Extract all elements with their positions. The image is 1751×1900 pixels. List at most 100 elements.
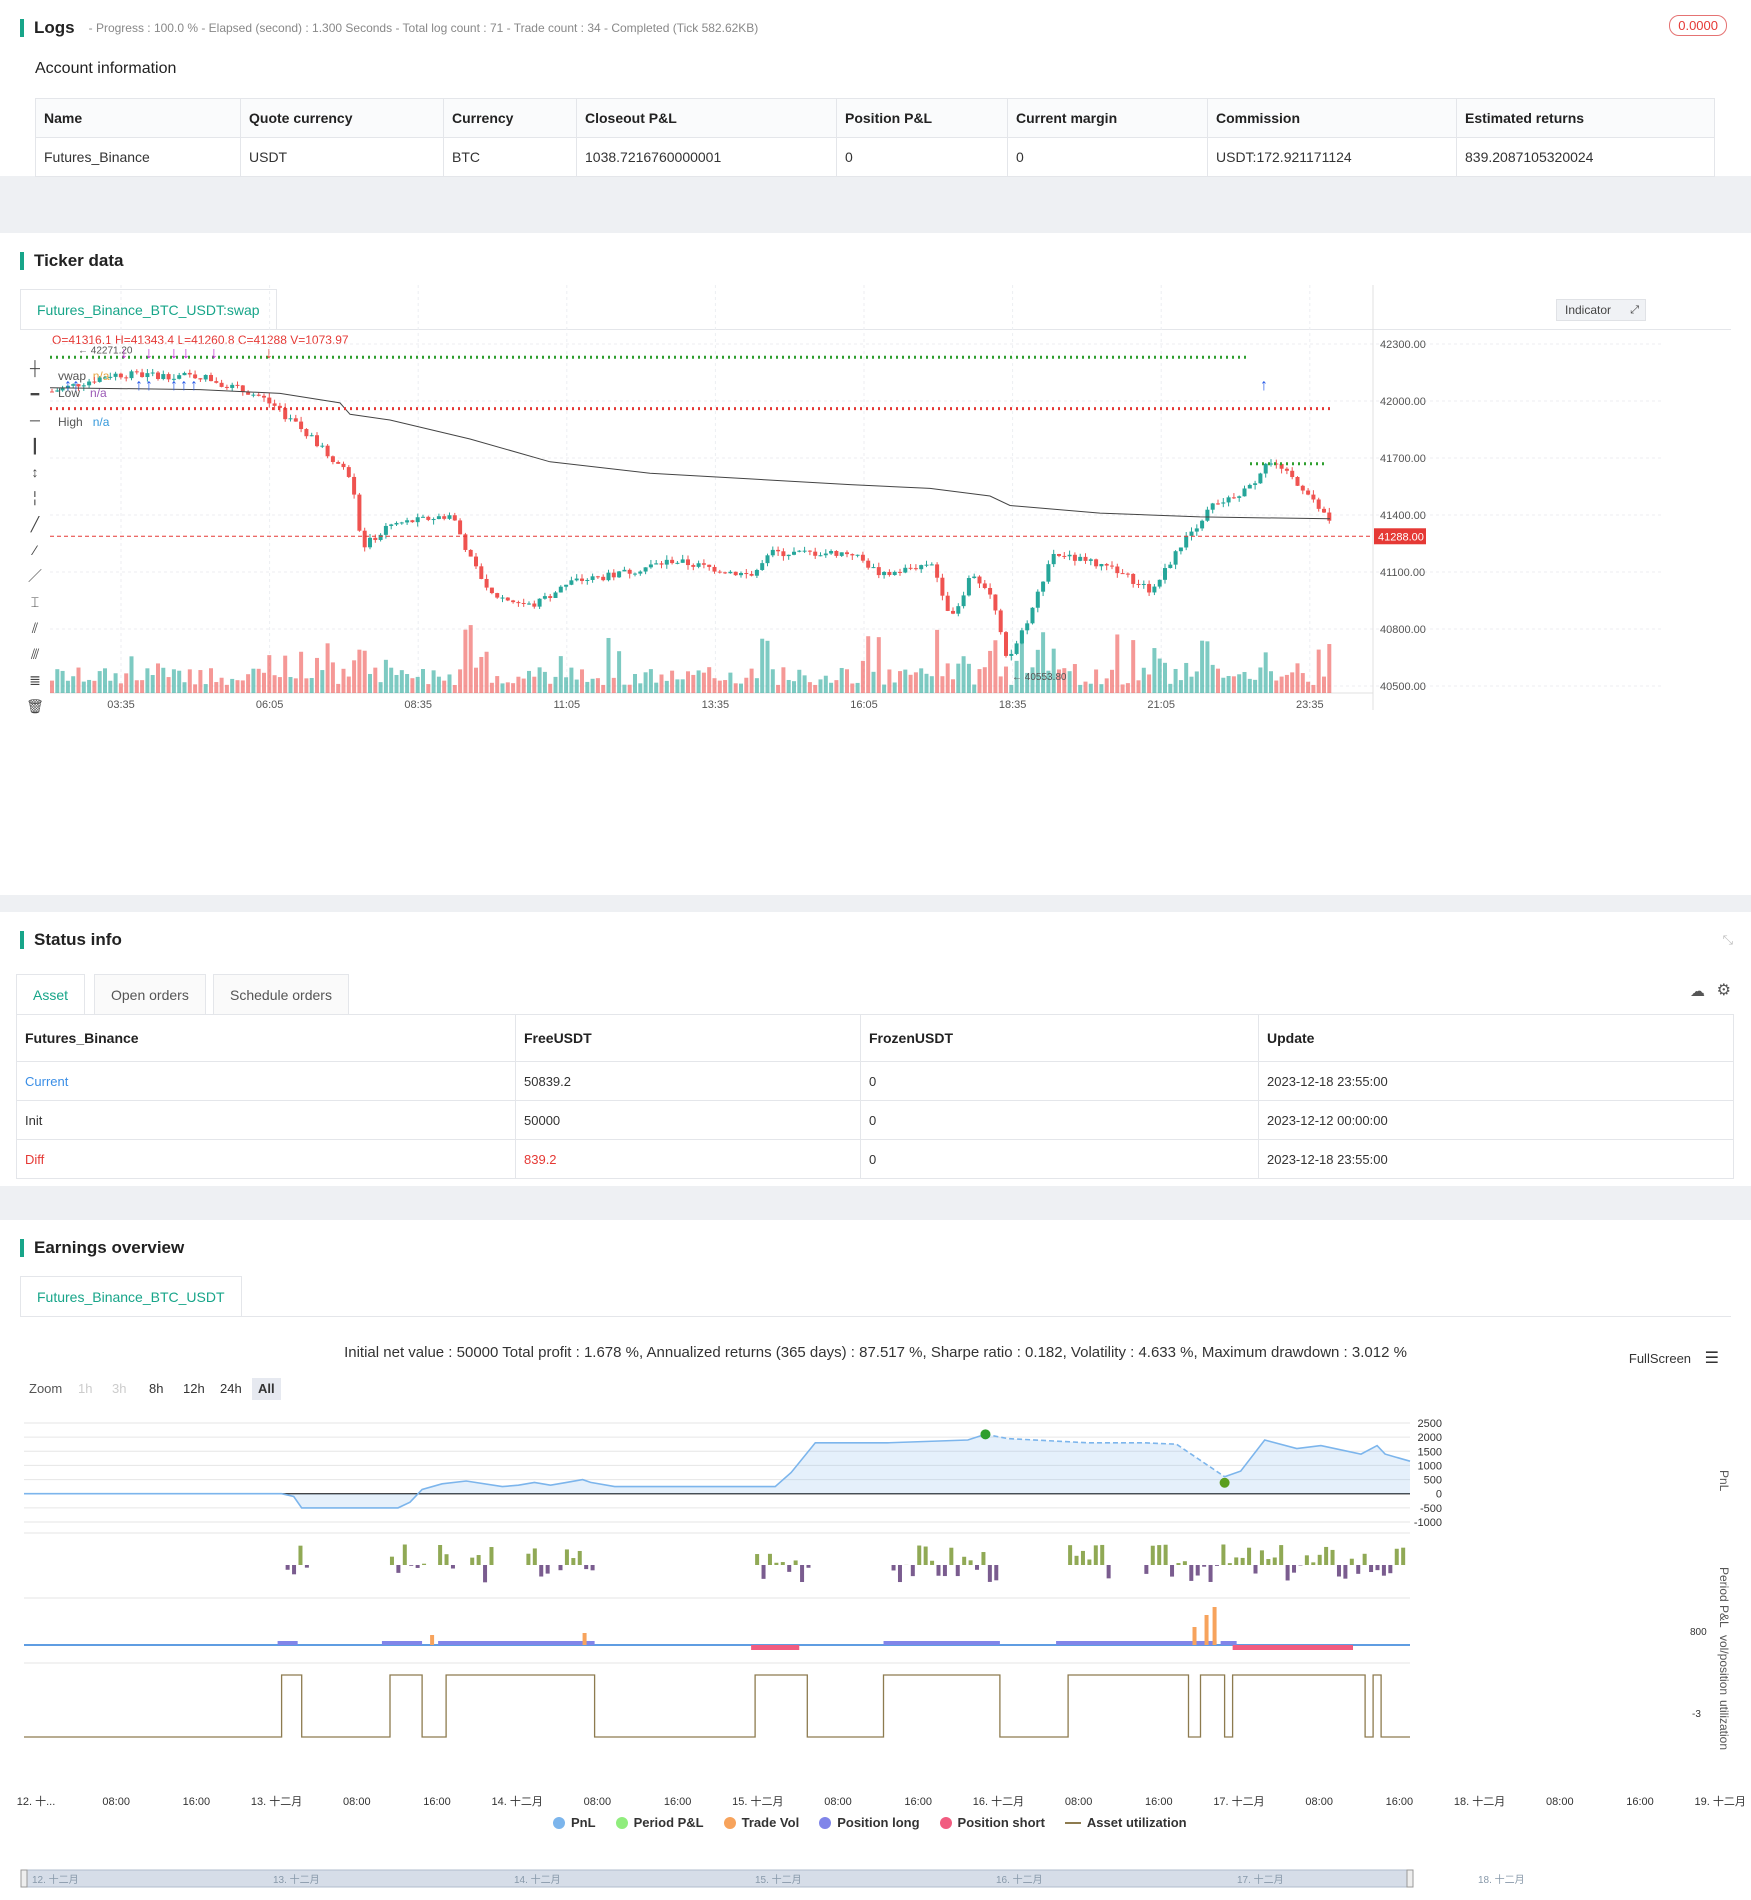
trash-icon[interactable]: 🗑 (26, 698, 44, 714)
position-long-bar (1064, 1641, 1217, 1645)
candle-body (150, 372, 155, 374)
legend-asset-utilization[interactable]: Asset utilization (1064, 1815, 1187, 1830)
volume-bar (1004, 666, 1008, 693)
fib-tool-icon[interactable]: ⫻ (30, 646, 40, 662)
tab-ticker-symbol[interactable]: Futures_Binance_BTC_USDT:swap (20, 289, 277, 329)
exit-arrow: ↓ (182, 345, 190, 362)
candle-body (1231, 497, 1236, 499)
download-icon[interactable]: ☁ (1690, 983, 1705, 1000)
collapse-icon[interactable]: ⤡ (1722, 932, 1733, 947)
tab-open-orders[interactable]: Open orders (94, 974, 206, 1014)
candle-body (898, 571, 902, 573)
horizontal-ray-tool-icon[interactable]: ─ (30, 412, 40, 428)
candle-body (850, 554, 855, 556)
period-pnl-bar (1381, 1565, 1386, 1576)
col-position-pnl: Position P&L (836, 98, 1008, 138)
zoom-3h-button[interactable]: 3h (112, 1381, 127, 1396)
candle-body (1163, 568, 1167, 580)
current-free: 50839.2 (515, 1061, 861, 1101)
candle-body (193, 374, 198, 379)
time-tick-label: 13:35 (702, 699, 730, 711)
col-update: Update (1258, 1014, 1734, 1062)
candle-body (240, 385, 245, 392)
candle-body (1014, 643, 1019, 654)
volume-bar (1067, 671, 1072, 693)
volume-bar (654, 682, 659, 693)
period-axis-name: Period P&L (1717, 1567, 1731, 1628)
volume-bar (129, 656, 134, 693)
period-pnl-bar (1221, 1544, 1226, 1565)
candle-body (988, 587, 993, 595)
volume-bar (521, 678, 526, 693)
horizontal-line-tool-icon[interactable]: ━ (30, 386, 40, 402)
candle-body (1242, 488, 1247, 497)
menu-icon[interactable]: ☰ (1704, 1350, 1719, 1367)
segment-tool-icon[interactable]: ／ (28, 568, 42, 584)
period-pnl-bar (402, 1544, 407, 1565)
volume-bar (1110, 669, 1114, 693)
period-pnl-bar (409, 1565, 414, 1566)
tab-earnings-symbol[interactable]: Futures_Binance_BTC_USDT (20, 1276, 242, 1316)
period-pnl-bar (1375, 1565, 1380, 1571)
volume-bar (749, 668, 754, 693)
asset-row-current: Current 50839.2 0 2023-12-18 23:55:00 (16, 1061, 1734, 1101)
period-pnl-bar (396, 1565, 401, 1573)
earnings-chart[interactable]: 2500 2000 1500 1000 500 0 -500 -1000 PnL Period P… (0, 1405, 1751, 1900)
ray-line-tool-icon[interactable]: ⁄ (33, 542, 37, 558)
time-tick-label: 16:05 (850, 699, 878, 711)
vertical-line-tool-icon[interactable]: ┃ (30, 438, 40, 454)
cell-closeout-pnl: 1038.7216760000001 (576, 137, 837, 177)
legend-position-long[interactable]: Position long (819, 1815, 920, 1830)
volume-bar (686, 671, 690, 693)
candle-body (357, 494, 362, 531)
legend-position-short[interactable]: Position short (939, 1815, 1045, 1830)
volume-bar (1057, 669, 1061, 693)
price-label-tool-icon[interactable]: ⌶ (30, 594, 40, 610)
volume-bar (564, 677, 569, 693)
fullscreen-button[interactable]: FullScreen ☰ (1629, 1348, 1719, 1368)
candle-body (368, 537, 372, 548)
legend-pnl[interactable]: PnL (553, 1815, 596, 1830)
candle-body (1295, 477, 1300, 486)
period-pnl-bar (1336, 1565, 1341, 1577)
legend-period-pnl[interactable]: Period P&L (615, 1815, 704, 1830)
candlestick-chart[interactable]: 42300.00 42000.00 41700.00 41400.00 41100.00… (50, 285, 1730, 727)
legend-asset-utilization-label: Asset utilization (1086, 1815, 1187, 1830)
fib-levels-tool-icon[interactable]: ≣ (29, 672, 41, 688)
vertical-segment-tool-icon[interactable]: ╎ (30, 490, 40, 506)
candle-body (1189, 531, 1194, 536)
time-axis-label: 08:00 (343, 1796, 371, 1808)
zoom-1h-button[interactable]: 1h (78, 1381, 93, 1396)
exit-arrow: ↓ (170, 345, 178, 362)
price-range-tool-icon[interactable]: ↕ (31, 464, 39, 480)
period-pnl-bar (923, 1546, 928, 1565)
settings-icon[interactable]: ⚙ (1716, 982, 1731, 999)
volume-bar (108, 680, 113, 693)
legend-position-long-label: Position long (837, 1815, 920, 1830)
legend-trade-vol[interactable]: Trade Vol (723, 1815, 799, 1830)
crosshair-tool-icon[interactable]: ┼ (30, 360, 40, 376)
tab-asset[interactable]: Asset (16, 974, 86, 1014)
period-pnl-bar (787, 1565, 792, 1572)
zoom-12h-button[interactable]: 12h (183, 1381, 205, 1396)
volume-bar (648, 669, 653, 693)
candle-body (892, 571, 897, 576)
volume-bar (81, 681, 86, 693)
expand-icon[interactable]: ⤢ (1630, 304, 1639, 316)
volume-bar (913, 672, 918, 693)
zoom-8h-button[interactable]: 8h (149, 1381, 164, 1396)
account-table: Name Quote currency Currency Closeout P&… (35, 98, 1715, 177)
volume-bar (1242, 671, 1247, 693)
volume-bar (272, 675, 277, 693)
volume-bar (251, 668, 256, 693)
asset-row-diff: Diff 839.2 0 2023-12-18 23:55:00 (16, 1139, 1734, 1179)
tab-schedule-orders[interactable]: Schedule orders (213, 974, 349, 1014)
volume-bar (1210, 664, 1215, 693)
zoom-24h-button[interactable]: 24h (220, 1381, 242, 1396)
indicator-button[interactable]: Indicator ⤢ (1556, 299, 1646, 321)
candle-body (580, 578, 584, 581)
parallel-channel-tool-icon[interactable]: ⫽ (31, 620, 39, 636)
zoom-all-button[interactable]: All (252, 1378, 281, 1400)
trend-line-tool-icon[interactable]: ╱ (30, 516, 40, 532)
legend-position-long-marker (819, 1816, 832, 1829)
